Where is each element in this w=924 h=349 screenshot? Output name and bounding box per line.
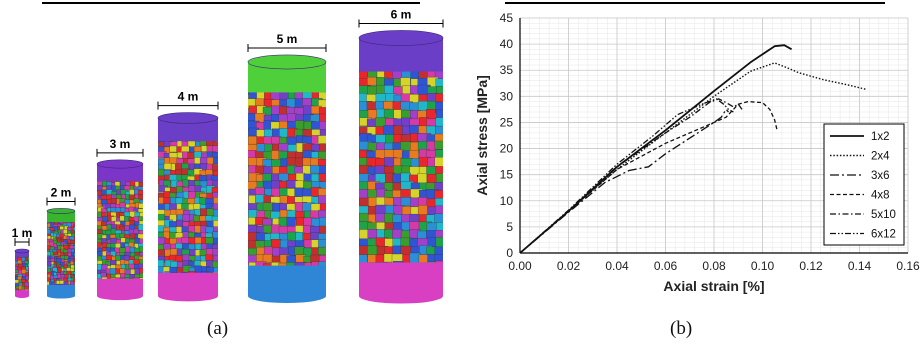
legend: 1x2 2x4 3x6 4x8 5x10 6x12	[823, 123, 905, 246]
top-face	[157, 112, 219, 124]
series-line-3x6	[519, 108, 729, 254]
y-axis-label: Axial stress [MPa]	[474, 75, 490, 196]
top-face	[358, 30, 444, 46]
stress-strain-panel: 0 5 10 15 20 25 30 35 40 45 0.00 0.02 0.04 0.06 0.08 0.…	[470, 0, 924, 349]
x-tick-label: 0.12	[799, 259, 823, 273]
bottom-face	[158, 290, 218, 302]
y-tick-label: 40	[500, 37, 514, 51]
dimension-label: 5 m	[277, 32, 298, 46]
y-tick-label: 35	[500, 63, 514, 77]
legend-label: 4x8	[871, 190, 890, 202]
top-face	[247, 54, 327, 70]
bottom-face	[97, 291, 143, 301]
top-face	[14, 248, 30, 254]
series-line-4x8	[519, 100, 778, 254]
bottom-face	[47, 293, 75, 299]
top-rule-left	[42, 2, 420, 4]
bottom-platen	[15, 290, 29, 296]
x-tick-label: 0.10	[751, 259, 775, 273]
dimension-1: 1 m	[12, 226, 33, 246]
x-tick-label: 0.16	[896, 259, 920, 273]
x-tick-label: 0.00	[508, 259, 532, 273]
legend-label: 3x6	[871, 170, 890, 182]
y-tick-label: 0	[506, 246, 513, 260]
dimension-label: 4 m	[178, 90, 199, 104]
dimension-6: 6 m	[358, 7, 444, 28]
specimen-3	[96, 159, 144, 301]
stress-strain-chart: 0 5 10 15 20 25 30 35 40 45 0.00 0.02 0.04 0.06 0.08 0.…	[474, 11, 920, 294]
dimension-label: 3 m	[110, 137, 131, 151]
bottom-platen	[97, 278, 143, 296]
specimen-5	[247, 54, 327, 304]
x-tick-label: 0.04	[605, 259, 629, 273]
top-platen	[97, 164, 143, 182]
top-face	[46, 208, 76, 214]
y-tick-label: 15	[500, 168, 514, 182]
legend-label: 6x12	[871, 229, 896, 241]
legend-label: 2x4	[871, 151, 890, 163]
y-tick-label: 20	[500, 142, 514, 156]
series-line-5x10	[519, 98, 744, 254]
specimen-panel: 1 m 2 m 3 m 4 m 5 m 6 m (a)	[12, 7, 444, 339]
bottom-face	[15, 294, 29, 298]
dimension-label: 1 m	[12, 226, 33, 240]
top-platen	[158, 118, 218, 142]
panel-a-label: (a)	[207, 318, 229, 339]
specimen-4	[157, 112, 219, 302]
y-tick-label: 5	[506, 220, 513, 234]
series-line-2x4	[519, 62, 867, 254]
specimen-1	[14, 248, 30, 298]
x-tick-label: 0.14	[848, 259, 872, 273]
top-face	[96, 159, 144, 169]
series-line-6x12	[519, 98, 734, 254]
legend-label: 1x2	[871, 131, 890, 143]
x-tick-label: 0.02	[557, 259, 581, 273]
x-axis-label: Axial strain [%]	[663, 278, 764, 294]
panel-b-label: (b)	[670, 318, 693, 339]
top-platen	[15, 251, 29, 257]
y-tick-label: 45	[500, 11, 514, 25]
dimension-3: 3 m	[96, 137, 144, 157]
legend-label: 5x10	[871, 209, 896, 221]
bottom-platen	[158, 272, 218, 296]
dimension-4: 4 m	[157, 90, 219, 110]
y-tick-label: 30	[500, 89, 514, 103]
legend-box	[823, 123, 905, 246]
specimen-6	[358, 30, 444, 304]
y-tick-label: 25	[500, 115, 514, 129]
x-tick-label: 0.08	[702, 259, 726, 273]
specimen-2	[46, 208, 76, 299]
x-tick-label: 0.06	[654, 259, 678, 273]
y-tick-label: 10	[500, 194, 514, 208]
bottom-face	[359, 288, 443, 304]
bottom-platen	[47, 284, 75, 296]
specimen-illustration: 1 m 2 m 3 m 4 m 5 m 6 m	[12, 7, 444, 304]
dimension-label: 2 m	[51, 185, 72, 199]
bottom-face	[248, 288, 326, 304]
dimension-5: 5 m	[247, 32, 327, 52]
top-platen	[47, 211, 75, 223]
top-rule-right	[505, 2, 885, 4]
dimension-label: 6 m	[391, 7, 412, 21]
dimension-2: 2 m	[46, 185, 76, 206]
